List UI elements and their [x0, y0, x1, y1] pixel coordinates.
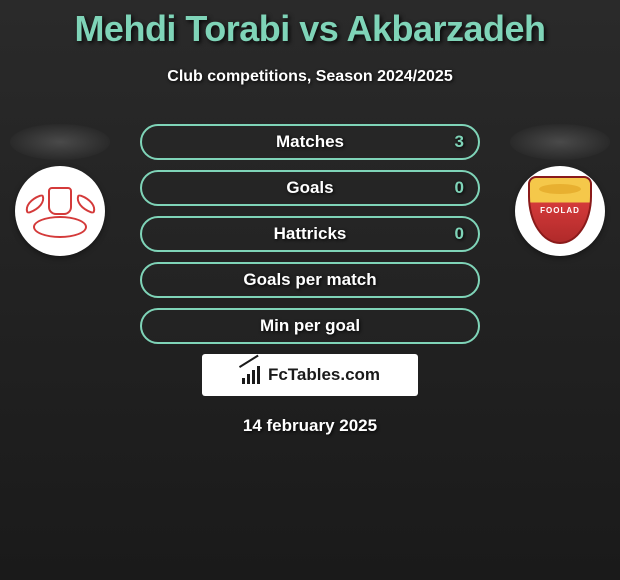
comparison-panel: FOOLAD Matches 3 Goals 0 Hattricks 0 Goa…: [0, 124, 620, 436]
stat-row-goals: Goals 0: [140, 170, 480, 206]
player-left: [10, 124, 110, 256]
brand-badge: FcTables.com: [202, 354, 418, 396]
stats-list: Matches 3 Goals 0 Hattricks 0 Goals per …: [140, 124, 480, 344]
stat-value-right: 0: [455, 224, 464, 244]
stat-row-hattricks: Hattricks 0: [140, 216, 480, 252]
stat-row-min-per-goal: Min per goal: [140, 308, 480, 344]
stat-label: Goals: [286, 178, 333, 198]
player-right: FOOLAD: [510, 124, 610, 256]
date-label: 14 february 2025: [0, 416, 620, 436]
stat-label: Matches: [276, 132, 344, 152]
stat-label: Goals per match: [243, 270, 376, 290]
player-silhouette-icon: [510, 124, 610, 160]
player-silhouette-icon: [10, 124, 110, 160]
page-title: Mehdi Torabi vs Akbarzadeh: [0, 0, 620, 50]
brand-text: FcTables.com: [268, 365, 380, 385]
crest-right-label: FOOLAD: [530, 206, 590, 215]
subtitle: Club competitions, Season 2024/2025: [0, 68, 620, 86]
stat-row-matches: Matches 3: [140, 124, 480, 160]
stat-value-right: 3: [455, 132, 464, 152]
stat-label: Hattricks: [274, 224, 347, 244]
team-crest-right: FOOLAD: [515, 166, 605, 256]
stat-row-goals-per-match: Goals per match: [140, 262, 480, 298]
brand-chart-icon: [240, 366, 262, 384]
crest-right-icon: FOOLAD: [525, 176, 595, 246]
crest-left-icon: [28, 179, 93, 244]
stat-value-right: 0: [455, 178, 464, 198]
team-crest-left: [15, 166, 105, 256]
stat-label: Min per goal: [260, 316, 360, 336]
